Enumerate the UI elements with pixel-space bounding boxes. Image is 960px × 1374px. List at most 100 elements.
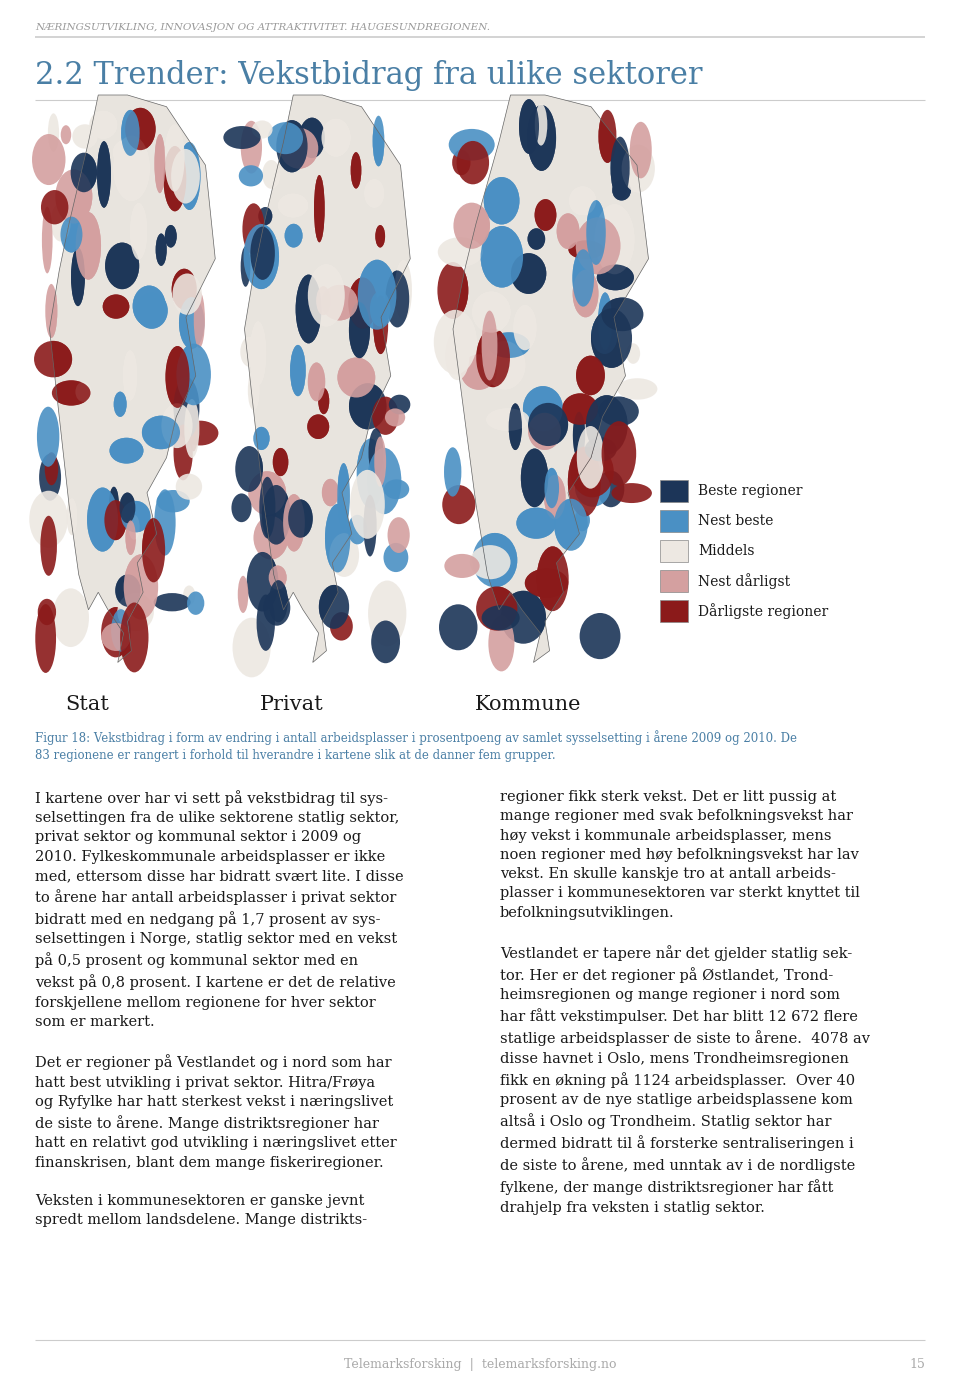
- Ellipse shape: [177, 344, 211, 405]
- Ellipse shape: [572, 249, 594, 306]
- Ellipse shape: [241, 121, 262, 173]
- Ellipse shape: [395, 260, 412, 320]
- Ellipse shape: [41, 190, 68, 224]
- Ellipse shape: [472, 533, 517, 587]
- Ellipse shape: [232, 618, 271, 677]
- Ellipse shape: [156, 491, 190, 513]
- Ellipse shape: [39, 453, 61, 500]
- Ellipse shape: [244, 224, 279, 289]
- Ellipse shape: [163, 146, 186, 212]
- Ellipse shape: [48, 113, 60, 153]
- Ellipse shape: [129, 515, 140, 540]
- Bar: [660, 570, 688, 592]
- Ellipse shape: [626, 344, 640, 364]
- Ellipse shape: [385, 271, 409, 327]
- Ellipse shape: [598, 293, 612, 350]
- Ellipse shape: [284, 224, 302, 247]
- Ellipse shape: [594, 205, 635, 275]
- Ellipse shape: [535, 103, 547, 146]
- Ellipse shape: [598, 110, 616, 164]
- Ellipse shape: [240, 337, 258, 367]
- Ellipse shape: [278, 194, 308, 217]
- Ellipse shape: [626, 344, 640, 364]
- Text: Privat: Privat: [260, 695, 324, 714]
- Ellipse shape: [571, 447, 613, 497]
- Bar: [225, 95, 420, 680]
- Ellipse shape: [461, 354, 497, 390]
- Ellipse shape: [444, 448, 462, 496]
- Ellipse shape: [521, 448, 548, 507]
- Ellipse shape: [452, 150, 470, 176]
- Ellipse shape: [443, 485, 475, 523]
- Ellipse shape: [253, 427, 270, 451]
- Ellipse shape: [569, 187, 596, 216]
- Ellipse shape: [42, 206, 53, 273]
- Ellipse shape: [622, 144, 655, 192]
- Ellipse shape: [569, 187, 596, 216]
- Text: Telemarksforsking  |  telemarksforsking.no: Telemarksforsking | telemarksforsking.no: [344, 1358, 616, 1371]
- Ellipse shape: [263, 589, 290, 625]
- Ellipse shape: [60, 217, 83, 253]
- Ellipse shape: [71, 153, 97, 192]
- Ellipse shape: [476, 587, 517, 631]
- Ellipse shape: [235, 447, 263, 492]
- Ellipse shape: [105, 500, 127, 540]
- Ellipse shape: [174, 425, 193, 481]
- Ellipse shape: [109, 438, 143, 463]
- Ellipse shape: [476, 328, 510, 387]
- Ellipse shape: [135, 293, 168, 328]
- Ellipse shape: [527, 104, 556, 170]
- Ellipse shape: [241, 246, 251, 287]
- Ellipse shape: [115, 574, 141, 607]
- Ellipse shape: [457, 142, 489, 184]
- Ellipse shape: [174, 376, 200, 438]
- Ellipse shape: [438, 262, 468, 319]
- Ellipse shape: [528, 228, 545, 250]
- Ellipse shape: [174, 425, 193, 481]
- Ellipse shape: [103, 294, 130, 319]
- Ellipse shape: [179, 142, 201, 210]
- Ellipse shape: [273, 448, 288, 477]
- Ellipse shape: [384, 480, 409, 499]
- Ellipse shape: [32, 135, 65, 185]
- Ellipse shape: [113, 392, 127, 416]
- Ellipse shape: [476, 328, 510, 387]
- Ellipse shape: [125, 107, 156, 150]
- Ellipse shape: [563, 393, 598, 425]
- Ellipse shape: [283, 495, 305, 551]
- Ellipse shape: [544, 475, 565, 519]
- Ellipse shape: [164, 125, 184, 191]
- Ellipse shape: [60, 125, 71, 144]
- Ellipse shape: [314, 174, 324, 242]
- Ellipse shape: [45, 284, 58, 338]
- Ellipse shape: [434, 309, 477, 374]
- Ellipse shape: [106, 243, 139, 289]
- Ellipse shape: [308, 363, 325, 401]
- Ellipse shape: [438, 238, 483, 267]
- Ellipse shape: [444, 448, 462, 496]
- Ellipse shape: [486, 408, 530, 431]
- Ellipse shape: [239, 165, 263, 187]
- Ellipse shape: [42, 206, 53, 273]
- Ellipse shape: [557, 213, 580, 249]
- Ellipse shape: [171, 148, 200, 203]
- Ellipse shape: [557, 213, 580, 249]
- Ellipse shape: [48, 113, 60, 153]
- Ellipse shape: [630, 122, 652, 179]
- Ellipse shape: [511, 253, 546, 294]
- Ellipse shape: [364, 179, 384, 207]
- Ellipse shape: [256, 595, 275, 651]
- Ellipse shape: [364, 495, 376, 556]
- Ellipse shape: [238, 576, 249, 613]
- Ellipse shape: [617, 378, 658, 400]
- Ellipse shape: [37, 599, 56, 625]
- Ellipse shape: [395, 260, 412, 320]
- Ellipse shape: [489, 616, 515, 672]
- Ellipse shape: [243, 203, 265, 254]
- Ellipse shape: [445, 331, 469, 381]
- Ellipse shape: [53, 588, 89, 647]
- Ellipse shape: [249, 471, 286, 515]
- Ellipse shape: [173, 273, 202, 315]
- Ellipse shape: [103, 294, 130, 319]
- Ellipse shape: [482, 606, 519, 631]
